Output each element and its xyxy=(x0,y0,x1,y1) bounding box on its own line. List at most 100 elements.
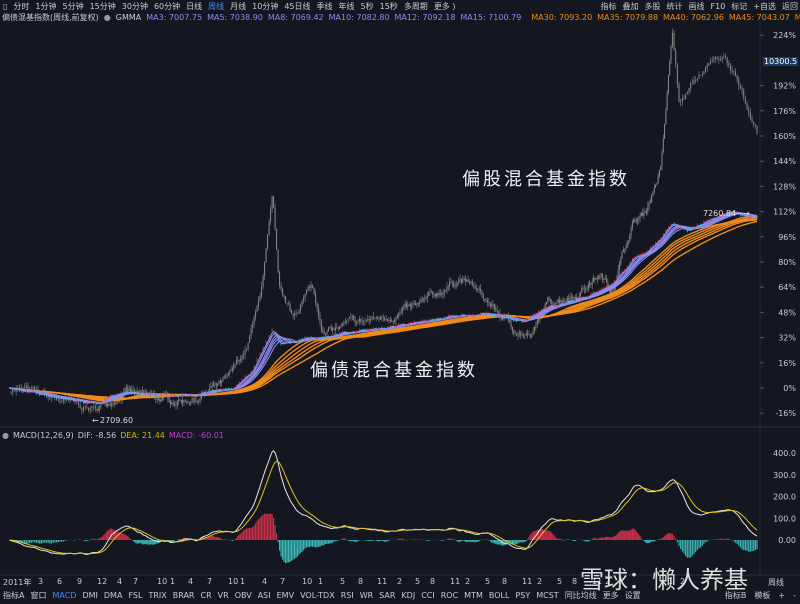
equity-candle-body xyxy=(93,405,95,407)
settings-icon[interactable]: ● xyxy=(103,13,111,22)
equity-candle-body xyxy=(332,328,334,331)
indicator-tab-15[interactable]: WR xyxy=(359,590,374,600)
tab-right-0[interactable]: 指标B xyxy=(724,590,747,600)
equity-candle-body xyxy=(527,333,529,336)
indicator-name[interactable]: GMMA xyxy=(115,13,142,22)
indicator-tab-11[interactable]: ASI xyxy=(257,590,271,600)
period-3[interactable]: 15分钟 xyxy=(89,1,116,11)
equity-candle-body xyxy=(319,315,321,323)
indicator-tab-10[interactable]: OBV xyxy=(234,590,252,600)
equity-candle-body xyxy=(198,399,200,403)
indicator-tab-14[interactable]: RSI xyxy=(340,590,354,600)
period-11[interactable]: 季线 xyxy=(316,1,333,11)
period-2[interactable]: 5分钟 xyxy=(62,1,84,11)
indicator-tab-1[interactable]: 窗口 xyxy=(30,590,47,600)
period-7[interactable]: 周线 xyxy=(208,1,225,11)
equity-candle-body xyxy=(481,290,483,295)
indicator-tab-23[interactable]: MCST xyxy=(536,590,559,600)
macd-settings-icon[interactable]: ● xyxy=(2,431,9,440)
equity-candle-body xyxy=(691,83,693,85)
indicator-tab-24[interactable]: 同比均线 xyxy=(564,590,597,600)
indicator-tab-21[interactable]: BOLL xyxy=(488,590,510,600)
short-ma-value: MA8: 7069.42 xyxy=(267,13,324,22)
tab-right-2[interactable]: + xyxy=(778,590,786,600)
indicator-tab-4[interactable]: DMA xyxy=(103,590,123,600)
equity-candle-body xyxy=(522,334,524,336)
equity-candle-body xyxy=(62,399,64,402)
equity-candle-body xyxy=(81,408,83,411)
x-axis: 2011年 3 6 9 12 4 7 10 1 4 7 10 1 4 7 10 1 5 8 11 2 5 8 11 2 5 8 11 2… xyxy=(0,577,800,587)
tool-0[interactable]: 指标 xyxy=(600,1,617,11)
indicator-tab-18[interactable]: CCI xyxy=(421,590,435,600)
tool-8[interactable]: 返回 xyxy=(782,1,798,11)
indicator-tab-26[interactable]: 设置 xyxy=(624,590,641,600)
period-4[interactable]: 30分钟 xyxy=(121,1,148,11)
indicator-tab-17[interactable]: KDJ xyxy=(401,590,416,600)
period-14[interactable]: 15秒 xyxy=(379,1,398,11)
equity-candle-body xyxy=(441,293,443,295)
indicator-tab-13[interactable]: VOL-TDX xyxy=(300,590,335,600)
equity-candle-body xyxy=(412,303,414,305)
equity-candle-body xyxy=(223,377,225,378)
indicator-tab-8[interactable]: CR xyxy=(200,590,212,600)
equity-candle-body xyxy=(283,295,285,297)
tab-right-3[interactable]: - xyxy=(793,590,796,600)
equity-candle-body xyxy=(516,334,518,336)
equity-candle-body xyxy=(322,329,324,332)
tool-2[interactable]: 多股 xyxy=(644,1,661,11)
tab-right-1[interactable]: 模板 xyxy=(754,590,771,600)
equity-candle-body xyxy=(162,397,164,400)
indicator-tab-9[interactable]: VR xyxy=(217,590,229,600)
equity-candle-body xyxy=(29,387,31,390)
indicator-tab-7[interactable]: BRAR xyxy=(172,590,195,600)
indicator-tab-6[interactable]: TRIX xyxy=(148,590,167,600)
equity-candle-body xyxy=(609,290,611,296)
period-0[interactable]: 分时 xyxy=(13,1,30,11)
indicator-tab-0[interactable]: 指标A xyxy=(3,590,25,600)
tool-1[interactable]: 叠加 xyxy=(622,1,639,11)
equity-candle-body xyxy=(334,327,336,330)
x-tick-label: 2 xyxy=(605,577,611,586)
period-15[interactable]: 多周期 xyxy=(403,1,428,11)
equity-candle-body xyxy=(454,286,456,287)
equity-candle-body xyxy=(631,221,633,229)
tool-6[interactable]: 标记 xyxy=(731,1,748,11)
equity-candle-body xyxy=(591,281,593,285)
equity-candle-body xyxy=(690,83,692,89)
equity-candle-body xyxy=(159,398,161,402)
equity-candle-body xyxy=(475,288,477,290)
period-9[interactable]: 10分钟 xyxy=(252,1,279,11)
indicator-tab-12[interactable]: EMV xyxy=(276,590,295,600)
indicator-tab-5[interactable]: FSL xyxy=(128,590,143,600)
period-8[interactable]: 月线 xyxy=(230,1,247,11)
period-16[interactable]: 更多 ) xyxy=(433,1,456,11)
indicator-tab-25[interactable]: 更多 xyxy=(602,590,619,600)
tool-3[interactable]: 统计 xyxy=(666,1,683,11)
equity-candle-body xyxy=(509,320,511,323)
tool-7[interactable]: +自选 xyxy=(753,1,776,11)
tool-5[interactable]: F10 xyxy=(710,1,726,11)
equity-candle-body xyxy=(413,303,415,304)
indicator-tab-16[interactable]: SAR xyxy=(379,590,396,600)
period-12[interactable]: 年线 xyxy=(338,1,355,11)
indicator-tab-22[interactable]: PSY xyxy=(515,590,531,600)
indicator-tab-19[interactable]: ROC xyxy=(440,590,459,600)
equity-candle-body xyxy=(210,386,212,389)
tool-4[interactable]: 画线 xyxy=(688,1,705,11)
equity-candle-body xyxy=(178,399,180,402)
indicator-tab-3[interactable]: DMI xyxy=(82,590,98,600)
period-5[interactable]: 60分钟 xyxy=(153,1,181,11)
equity-candle-body xyxy=(595,278,597,280)
period-10[interactable]: 45日线 xyxy=(284,1,311,11)
equity-candle-body xyxy=(389,319,391,322)
equity-candle-body xyxy=(115,402,117,404)
equity-candle-body xyxy=(144,391,146,393)
indicator-tab-2[interactable]: MACD xyxy=(52,590,77,600)
menu-icon[interactable]: ▯ xyxy=(3,1,8,11)
equity-candle-body xyxy=(562,301,564,303)
period-6[interactable]: 日线 xyxy=(186,1,203,11)
period-1[interactable]: 1分钟 xyxy=(35,1,57,11)
period-13[interactable]: 5秒 xyxy=(360,1,374,11)
indicator-tab-20[interactable]: MTM xyxy=(464,590,483,600)
